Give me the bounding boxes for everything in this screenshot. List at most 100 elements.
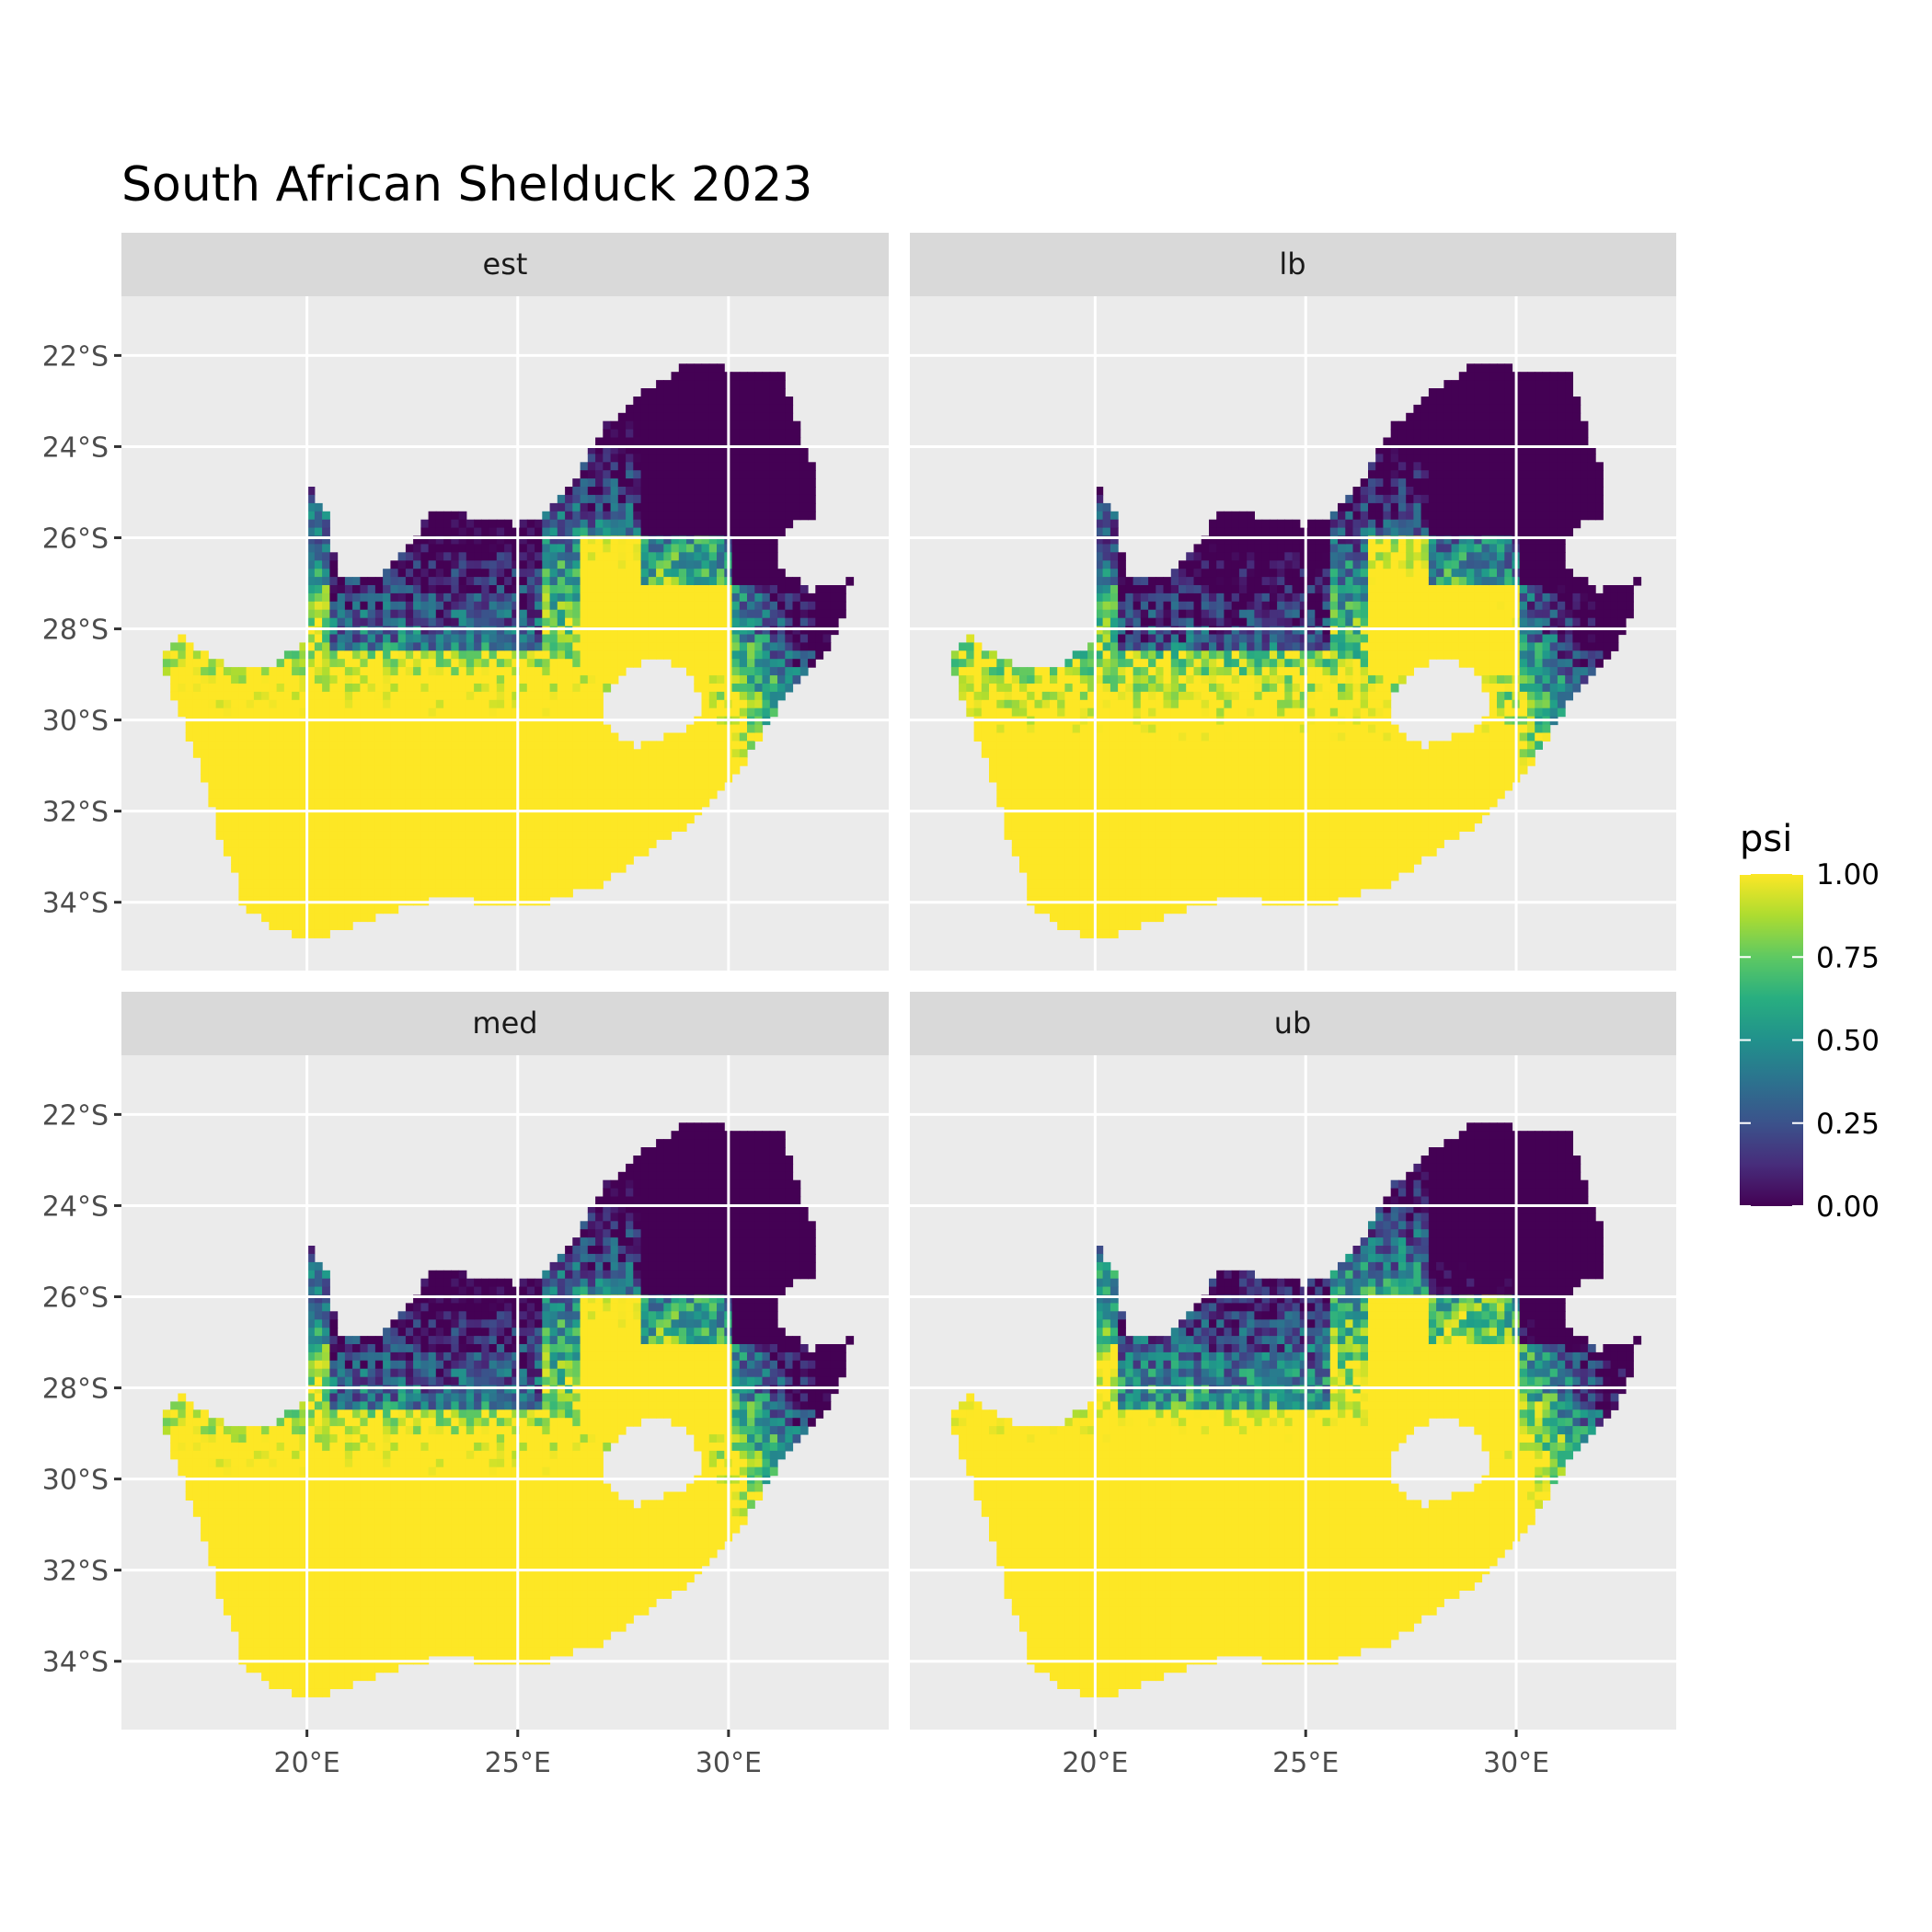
- map-cell: [374, 782, 384, 791]
- map-cell: [1034, 872, 1043, 881]
- map-cell: [367, 782, 376, 791]
- map-cell: [565, 527, 573, 537]
- map-cell: [989, 774, 997, 783]
- map-cell: [610, 535, 619, 545]
- map-cell: [481, 888, 490, 898]
- map-cell: [390, 872, 399, 881]
- map-cell: [762, 380, 771, 389]
- map-cell: [367, 888, 376, 898]
- map-cell: [314, 675, 323, 684]
- map-cell: [306, 749, 316, 758]
- map-cell: [557, 872, 566, 881]
- map-cell: [314, 749, 323, 758]
- map-cell: [1247, 577, 1255, 586]
- map-cell: [1019, 856, 1028, 865]
- map-cell: [314, 921, 323, 930]
- map-cell: [1170, 684, 1179, 693]
- map-cell: [306, 814, 316, 824]
- map-cell: [276, 667, 285, 676]
- map-cell: [1247, 592, 1255, 603]
- map-cell: [542, 527, 551, 537]
- map-cell: [443, 667, 452, 676]
- map-cell: [519, 839, 528, 848]
- map-cell: [671, 404, 680, 414]
- map-cell: [1087, 929, 1096, 938]
- map-cell: [420, 880, 430, 890]
- map-cell: [762, 397, 771, 406]
- map-cell: [640, 789, 650, 799]
- map-cell: [777, 445, 786, 454]
- map-cell: [1247, 864, 1255, 873]
- map-cell: [231, 741, 239, 750]
- map-cell: [1170, 765, 1179, 775]
- map-cell: [754, 429, 764, 439]
- map-cell: [633, 445, 642, 454]
- map-cell: [792, 511, 801, 521]
- map-cell: [1156, 650, 1165, 660]
- map-cell: [671, 650, 680, 660]
- map-cell: [1148, 699, 1156, 709]
- map-cell: [973, 684, 983, 693]
- map-cell: [1163, 699, 1172, 709]
- map-cell: [428, 856, 437, 865]
- map-cell: [603, 462, 612, 471]
- map-cell: [1050, 888, 1058, 898]
- map-cell: [1057, 839, 1065, 848]
- map-cell: [367, 789, 376, 799]
- map-cell: [352, 856, 361, 865]
- map-cell: [481, 626, 490, 636]
- map-cell: [708, 749, 718, 758]
- map-cell: [731, 609, 741, 619]
- map-cell: [754, 487, 764, 496]
- map-cell: [314, 831, 323, 840]
- map-cell: [337, 749, 346, 758]
- map-cell: [617, 856, 627, 865]
- map-cell: [1148, 667, 1156, 676]
- map-cell: [966, 659, 975, 668]
- map-cell: [246, 774, 255, 783]
- map-cell: [504, 684, 512, 693]
- map-cell: [603, 798, 612, 808]
- map-cell: [580, 864, 589, 873]
- map-cell: [1079, 699, 1088, 709]
- map-cell: [405, 741, 414, 750]
- map-cell: [663, 552, 673, 561]
- map-cell: [1011, 774, 1020, 783]
- map-cell: [413, 535, 421, 545]
- map-cell: [1057, 741, 1065, 750]
- map-cell: [739, 707, 748, 718]
- map-cell: [1072, 847, 1081, 857]
- map-cell: [731, 684, 741, 693]
- map-cell: [519, 626, 528, 636]
- map-cell: [504, 601, 512, 611]
- map-cell: [777, 626, 786, 636]
- map-cell: [390, 880, 399, 890]
- map-cell: [344, 577, 353, 586]
- map-cell: [269, 782, 278, 791]
- map-cell: [610, 650, 619, 660]
- map-cell: [648, 650, 657, 660]
- map-cell: [185, 667, 194, 676]
- map-cell: [1140, 789, 1149, 799]
- map-cell: [466, 642, 475, 651]
- map-cell: [603, 502, 612, 512]
- map-cell: [292, 831, 300, 840]
- map-cell: [762, 445, 771, 454]
- map-cell: [405, 684, 414, 693]
- map-cell: [565, 888, 573, 898]
- map-cell: [435, 544, 444, 553]
- map-cell: [246, 684, 255, 693]
- map-cell: [374, 667, 384, 676]
- map-cell: [754, 502, 764, 512]
- map-cell: [504, 592, 512, 603]
- map-cell: [1193, 544, 1202, 553]
- map-cell: [215, 699, 224, 709]
- map-cell: [656, 412, 664, 422]
- map-cell: [1186, 765, 1194, 775]
- map-cell: [292, 749, 300, 758]
- map-cell: [1179, 675, 1187, 684]
- map-cell: [223, 741, 232, 750]
- map-cell: [306, 732, 316, 742]
- map-cell: [1019, 831, 1028, 840]
- map-cell: [1095, 511, 1104, 521]
